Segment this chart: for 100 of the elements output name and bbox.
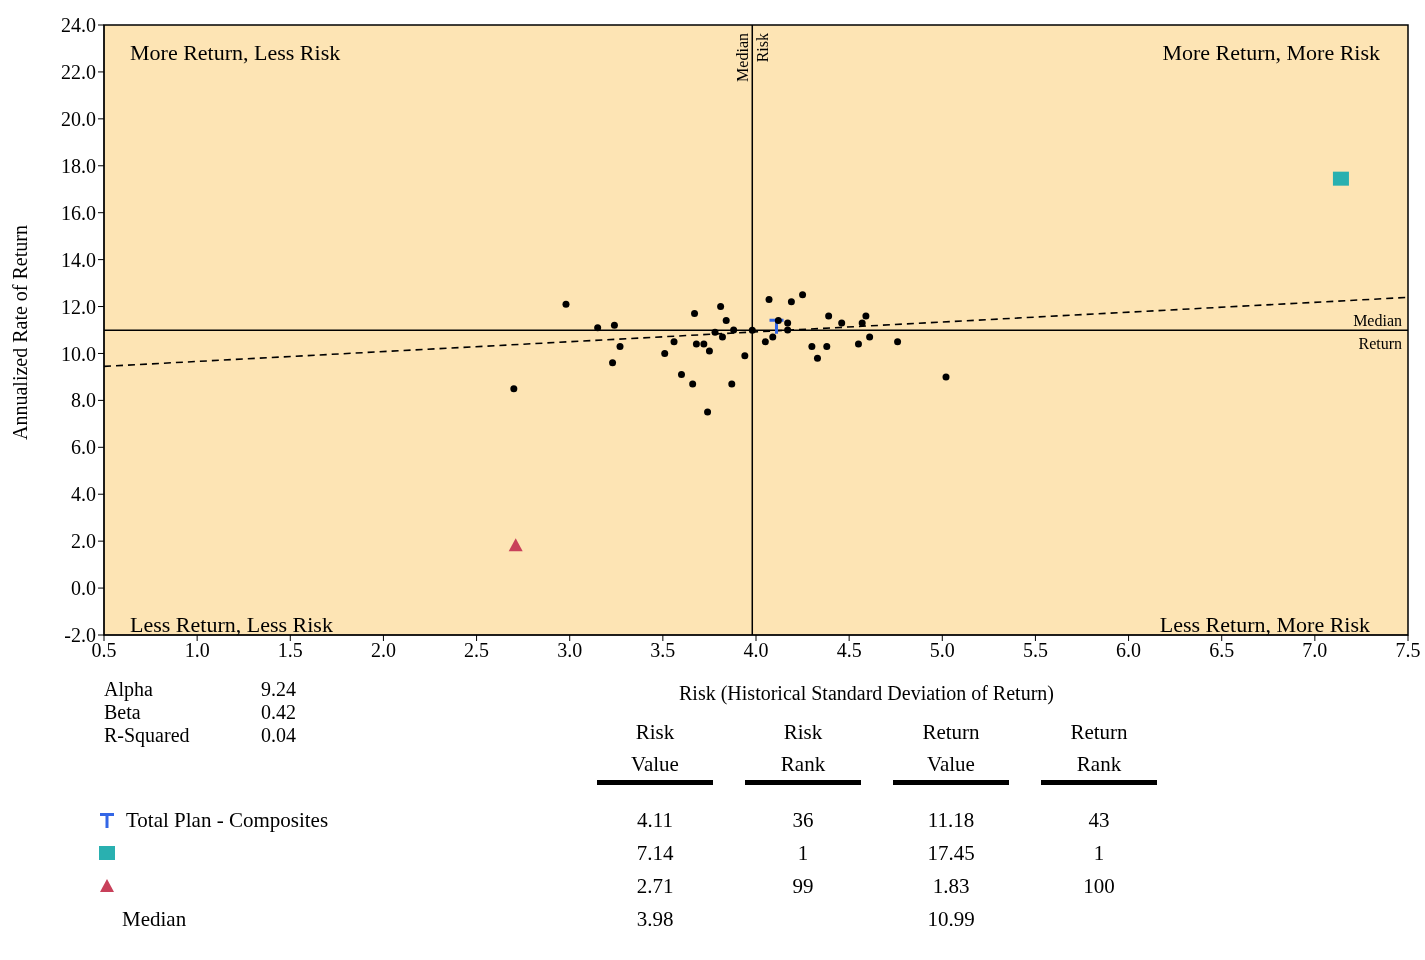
data-label: 1 [796, 841, 810, 865]
point [700, 340, 708, 348]
x-axis-title: Risk (Historical Standard Deviation of Return) [678, 682, 1055, 705]
legend-label: Total Plan - Composites [126, 808, 329, 832]
point [609, 359, 617, 367]
point [808, 342, 816, 350]
point [769, 333, 777, 341]
point [741, 352, 749, 360]
data-label: 7.14 [635, 841, 675, 865]
point [730, 326, 738, 334]
y-tick-label: 6.0 [71, 436, 96, 459]
point [858, 319, 866, 327]
y-tick-label: 24.0 [61, 14, 96, 37]
x-tick-label: 4.0 [743, 639, 769, 662]
point [854, 340, 862, 348]
x-tick-label: 6.0 [1116, 639, 1142, 662]
point [677, 371, 685, 379]
x-tick-label: 3.0 [557, 639, 583, 662]
data-label: 2.71 [635, 874, 675, 898]
point [691, 310, 699, 318]
y-tick-label: 20.0 [61, 107, 96, 130]
annotation: More Return, Less Risk [130, 40, 341, 66]
x-tick-label: 7.5 [1395, 639, 1421, 662]
data-label: 1.83 [931, 874, 971, 898]
data-label: 11.18 [926, 808, 976, 832]
point [748, 326, 756, 334]
y-tick-label: 10.0 [61, 342, 96, 365]
point [784, 326, 792, 334]
data-label: 43 [1087, 808, 1111, 832]
y-tick-label: 4.0 [71, 483, 96, 506]
point [610, 321, 618, 329]
x-tick-label: 6.5 [1209, 639, 1235, 662]
data-label: 10.99 [926, 907, 976, 931]
data-label: 100 [1082, 874, 1116, 898]
x-tick-label: 3.5 [650, 639, 676, 662]
point [813, 354, 821, 362]
x-tick-label: 5.5 [1022, 639, 1048, 662]
point [784, 319, 792, 327]
y-axis-title: Annualized Rate of Return [9, 225, 32, 440]
x-tick-label: 7.0 [1302, 639, 1328, 662]
text: Median [122, 907, 187, 931]
point [670, 338, 678, 346]
point [711, 328, 719, 336]
y-tick-label: 0.0 [71, 577, 96, 600]
ref-line-label: Median Return [1353, 312, 1402, 353]
data-label: 17.45 [926, 841, 976, 865]
data-label: 99 [791, 874, 815, 898]
annotation: Less Return, Less Risk [130, 612, 333, 638]
point [718, 333, 726, 341]
point [862, 312, 870, 320]
point [894, 338, 902, 346]
data-label: 4.11 [636, 808, 674, 832]
point [692, 340, 700, 348]
point [508, 538, 523, 552]
point [717, 303, 725, 311]
point [722, 317, 730, 325]
y-tick-label: 12.0 [61, 295, 96, 318]
point [661, 349, 669, 357]
y-tick-label: 14.0 [61, 248, 96, 271]
y-tick-label: 2.0 [71, 530, 96, 553]
y-tick-label: 16.0 [61, 201, 96, 224]
point [774, 317, 782, 325]
x-tick-label: 1.5 [277, 639, 303, 662]
point [616, 342, 624, 350]
point [594, 324, 602, 332]
data-label: 1 [1092, 841, 1106, 865]
category-label: Risk Rank [779, 719, 827, 778]
data-label: 3.98 [635, 907, 675, 931]
category-label: Return Rank [1069, 719, 1129, 778]
annotation: Less Return, More Risk [1159, 612, 1370, 638]
data-label: 36 [791, 808, 815, 832]
point [838, 319, 846, 327]
point [866, 333, 874, 341]
point [825, 312, 833, 320]
x-tick-label: 4.5 [836, 639, 862, 662]
point [787, 298, 795, 306]
x-tick-label: 2.5 [464, 639, 490, 662]
point [942, 373, 950, 381]
text: Beta 0.42 [104, 701, 296, 723]
y-tick-label: 22.0 [61, 61, 96, 84]
point [562, 300, 570, 308]
category-label: Risk Value [630, 719, 680, 778]
point [823, 342, 831, 350]
point [510, 385, 518, 393]
y-tick-label: 18.0 [61, 154, 96, 177]
point [728, 380, 736, 388]
point [1332, 171, 1349, 186]
y-tick-label: 8.0 [71, 389, 96, 412]
point [704, 408, 712, 416]
point [689, 380, 697, 388]
text: R-Squared 0.04 [104, 724, 296, 746]
point [799, 291, 807, 299]
annotation: More Return, More Risk [1162, 40, 1380, 66]
point [761, 338, 769, 346]
text: Alpha 9.24 [104, 678, 296, 700]
ref-line-label: Median Risk [734, 33, 772, 82]
x-tick-label: 5.0 [929, 639, 955, 662]
x-tick-label: 1.0 [184, 639, 210, 662]
point [765, 296, 773, 303]
point [705, 347, 713, 355]
